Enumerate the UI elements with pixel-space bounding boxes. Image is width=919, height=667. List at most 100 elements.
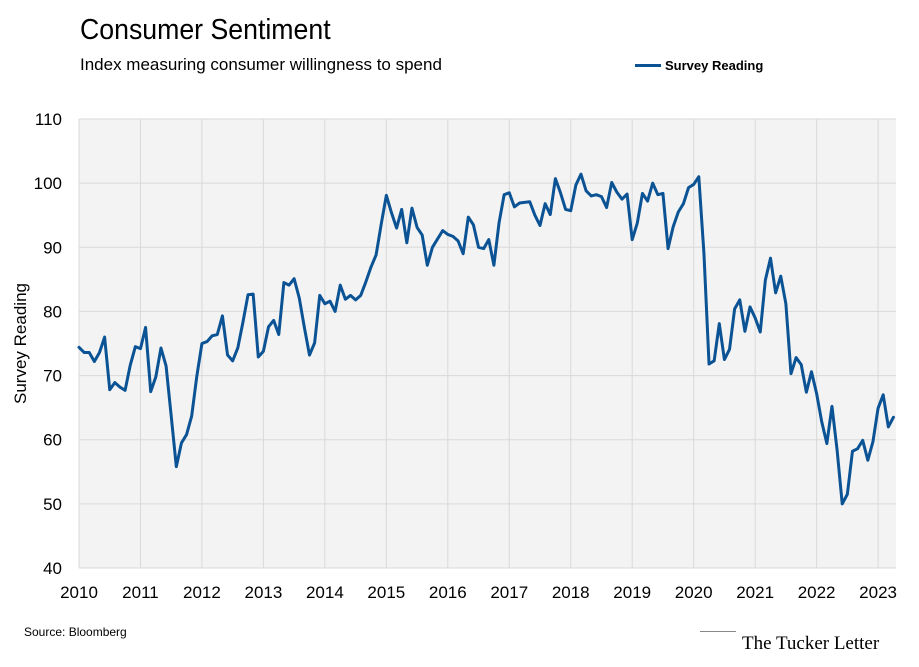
data-point [871,440,875,443]
data-point [175,465,178,468]
data-points [77,172,895,506]
data-point [759,330,762,334]
y-tick-label: 90 [43,238,62,257]
data-point [815,392,818,395]
data-point [533,214,537,217]
data-point [497,221,501,225]
data-point [789,372,793,375]
x-tick-label: 2014 [306,583,344,602]
data-point [380,222,383,226]
data-point [395,226,398,230]
data-point [641,192,644,195]
data-point [846,493,849,496]
data-point [420,233,424,237]
data-point [354,298,357,302]
data-point [103,335,106,339]
data-point [472,223,475,227]
data-point [835,448,839,452]
data-point [303,326,306,329]
data-point [216,333,219,336]
y-tick-label: 70 [43,367,62,386]
data-point [385,194,388,197]
data-point [508,191,511,194]
x-tick-label: 2015 [367,583,405,602]
data-point [359,294,362,297]
data-point [88,351,91,354]
data-point [820,420,823,423]
data-point [400,208,403,211]
data-point [328,299,332,303]
data-point [405,241,409,244]
data-point [574,183,578,187]
x-tick-label: 2022 [798,583,836,602]
data-point [682,202,685,205]
data-point [743,330,747,333]
data-point [195,375,199,378]
data-point [733,307,736,311]
data-point [615,190,619,194]
data-point [226,353,229,357]
data-point [246,293,250,296]
data-point [108,388,111,391]
data-point [410,206,414,210]
data-point [272,319,275,322]
data-point [200,342,204,345]
data-point [134,345,137,348]
data-point [513,205,516,209]
chart-subtitle: Index measuring consumer willingness to … [80,55,442,74]
data-point [118,385,122,389]
chart-title: Consumer Sentiment [80,14,331,46]
data-point [543,202,547,205]
x-tick-label: 2012 [183,583,221,602]
data-point [549,213,552,216]
data-point [579,172,583,176]
data-point [866,459,870,462]
data-point [764,278,767,282]
data-point [564,208,567,211]
data-point [267,325,270,329]
data-point [892,416,895,419]
y-tick-label: 50 [43,495,62,514]
y-tick-label: 110 [35,110,62,129]
data-point [518,201,521,205]
brand-name: The Tucker Letter [742,633,880,654]
data-point [277,333,280,336]
data-point [590,194,593,198]
data-point [523,201,526,204]
data-point [374,253,378,257]
x-tick-label: 2019 [613,583,651,602]
data-point [123,389,127,392]
data-point [830,405,834,408]
data-point [687,186,690,189]
data-point [620,197,624,201]
data-point [502,193,506,196]
data-point [185,433,188,436]
data-point [257,355,260,359]
data-point [93,360,96,363]
data-point [805,391,808,394]
plot-area [79,119,896,568]
data-point [349,294,352,297]
data-point [390,211,393,214]
data-point [231,359,234,363]
data-point [149,390,152,393]
data-point [487,238,490,241]
legend: Survey Reading [635,58,763,73]
data-point [446,233,450,236]
x-axis: 2010 2011 2012 2013 2014 2015 2016 2017 2018 2019… [60,583,897,602]
data-point [666,247,670,250]
data-point [482,247,485,250]
data-point [631,238,634,241]
data-point [876,407,880,410]
data-point [646,199,649,203]
data-point [810,370,813,373]
data-point [98,351,101,354]
data-point [467,215,470,219]
data-point [323,302,327,305]
data-point [779,274,782,278]
y-tick-label: 60 [43,431,62,450]
data-point [308,353,311,357]
data-point [333,310,337,313]
data-point [221,314,224,318]
x-tick-label: 2021 [736,583,774,602]
